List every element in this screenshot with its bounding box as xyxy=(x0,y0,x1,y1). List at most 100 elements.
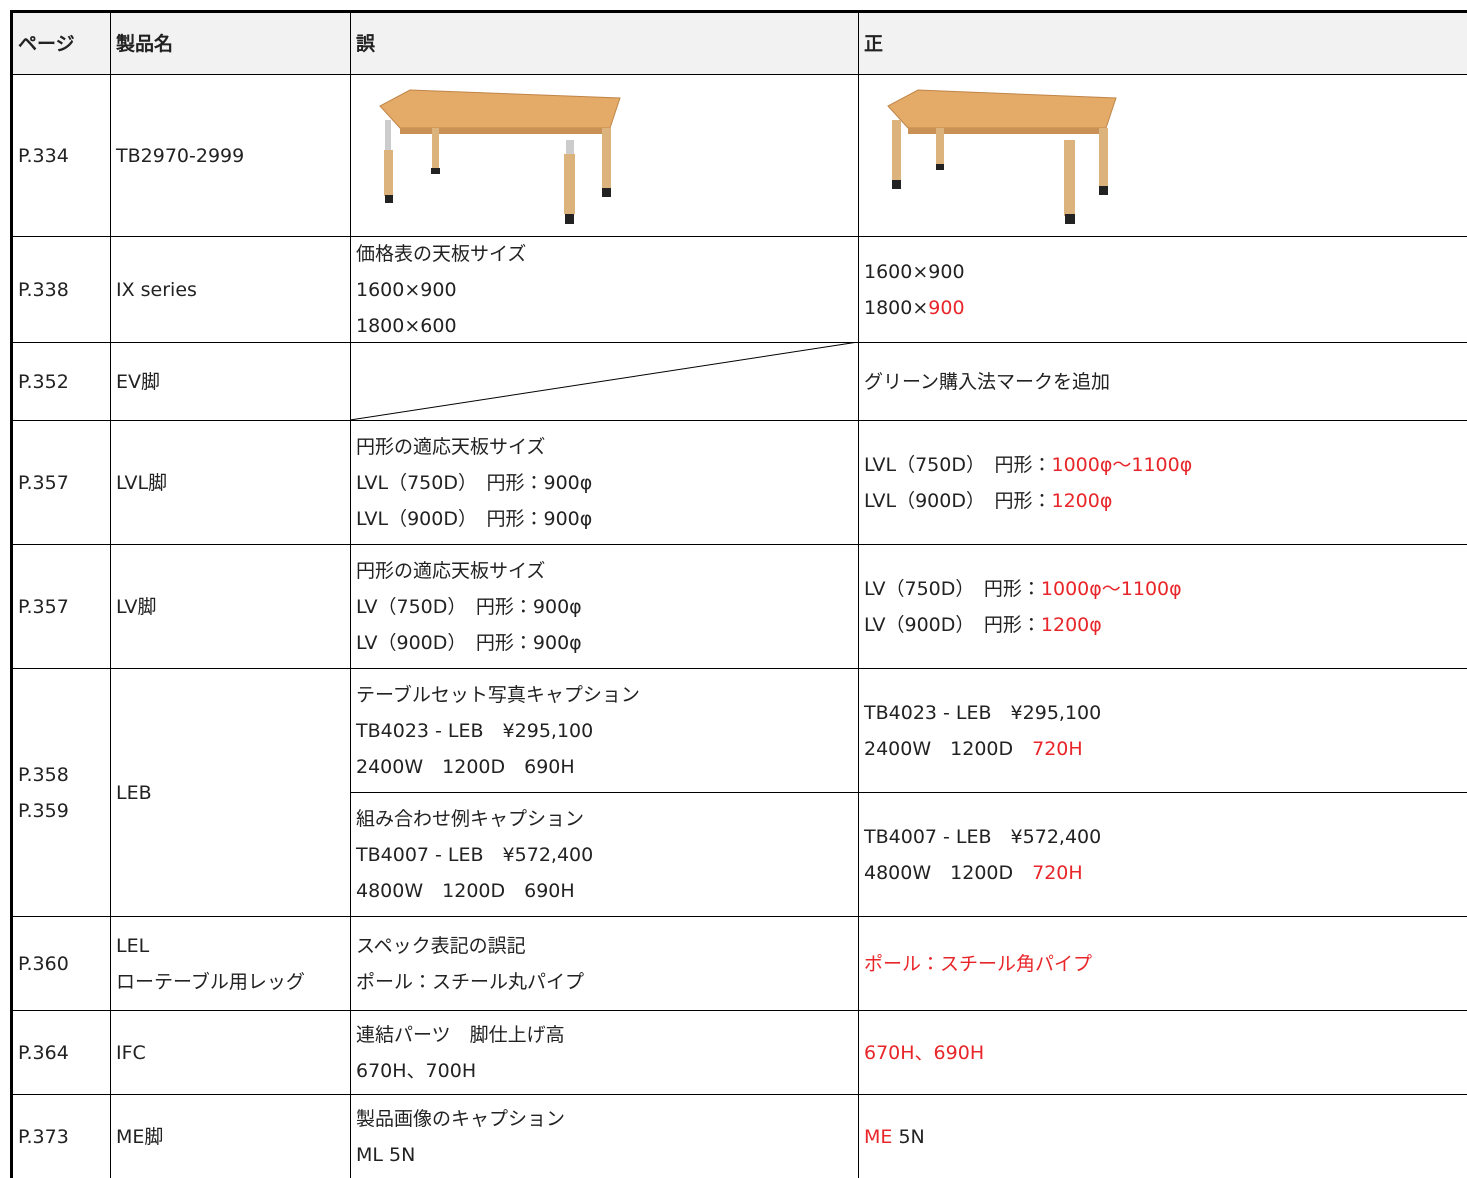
table-image-correct xyxy=(887,89,1117,224)
page-cell: P.358 P.359 xyxy=(10,668,110,916)
text-line: 4800W 1200D 720H xyxy=(864,855,1467,891)
text-run: ポール：スチール角パイプ xyxy=(864,952,1093,975)
text-line: 1800×900 xyxy=(864,290,1467,326)
text-line: TB4023 - LEB ¥295,100 xyxy=(864,695,1467,731)
text-run: ME xyxy=(864,1125,893,1148)
page-cell: P.334 xyxy=(10,74,110,236)
text-run: ML 5N xyxy=(356,1143,416,1166)
text-line: TB4007 - LEB ¥572,400 xyxy=(356,837,858,873)
text-run: LVL（750D） 円形： xyxy=(864,453,1052,476)
text-line: LEL xyxy=(116,934,150,957)
text-run: LV（900D） 円形： xyxy=(864,613,1041,636)
text-run: LV（750D） 円形： xyxy=(864,577,1041,600)
diagonal-slash xyxy=(350,342,858,420)
wrong-cell: 連結パーツ 脚仕上げ高 670H、700H xyxy=(350,1010,858,1094)
header-text: ページ xyxy=(18,32,75,55)
text-run: 670H、700H xyxy=(356,1059,477,1082)
text-line: P.373 xyxy=(18,1125,69,1148)
wrong-cell: 組み合わせ例キャプション TB4007 - LEB ¥572,400 4800W 1… xyxy=(350,792,858,916)
header-text: 誤 xyxy=(356,32,376,55)
text-line: 組み合わせ例キャプション xyxy=(356,801,858,837)
wrong-cell: テーブルセット写真キャプション TB4023 - LEB ¥295,100 2400… xyxy=(350,668,858,792)
text-line: 2400W 1200D 720H xyxy=(864,731,1467,767)
header-text: 正 xyxy=(864,32,884,55)
wrong-cell: 円形の適応天板サイズ LV（750D） 円形：900φ LV（900D） 円形：90… xyxy=(350,544,858,668)
correct-header: 正 xyxy=(858,10,1467,74)
text-line: LVL脚 xyxy=(116,471,168,494)
text-run: TB4007 - LEB ¥572,400 xyxy=(864,825,1102,848)
product-cell: ME脚 xyxy=(110,1094,350,1178)
correct-cell: 670H、690H xyxy=(858,1010,1467,1094)
text-line: ME脚 xyxy=(116,1125,164,1148)
text-run: TB4023 - LEB ¥295,100 xyxy=(356,719,594,742)
text-line: TB4007 - LEB ¥572,400 xyxy=(864,819,1467,855)
text-run: 連結パーツ 脚仕上げ高 xyxy=(356,1023,565,1046)
text-line: 円形の適応天板サイズ xyxy=(356,553,858,589)
text-line: 670H、700H xyxy=(356,1053,858,1089)
text-run: LV（750D） 円形：900φ xyxy=(356,595,582,618)
text-line: 1800×600 xyxy=(356,308,858,344)
correct-cell: 1600×900 1800×900 xyxy=(858,236,1467,342)
product-cell: TB2970-2999 xyxy=(110,74,350,236)
text-line: IX series xyxy=(116,278,197,301)
text-run: 1200φ xyxy=(1051,489,1113,512)
text-run: 670H、690H xyxy=(864,1041,985,1064)
text-run: 900 xyxy=(928,296,965,319)
text-line: ME 5N xyxy=(864,1119,1467,1155)
text-line: IFC xyxy=(116,1041,146,1064)
text-line: LV（750D） 円形：900φ xyxy=(356,589,858,625)
text-line: LVL（750D） 円形：900φ xyxy=(356,465,858,501)
text-line: ポール：スチール角パイプ xyxy=(864,946,1467,982)
wrong-cell xyxy=(350,74,858,236)
wrong-cell xyxy=(350,342,858,420)
text-run: 1000φ～1100φ xyxy=(1040,577,1182,600)
text-line: TB2970-2999 xyxy=(116,144,245,167)
page-cell: P.352 xyxy=(10,342,110,420)
correct-cell: TB4007 - LEB ¥572,400 4800W 1200D 720H xyxy=(858,792,1467,916)
correct-cell: LVL（750D） 円形：1000φ～1100φ LVL（900D） 円形：120… xyxy=(858,420,1467,544)
text-run: グリーン購入法マークを追加 xyxy=(864,370,1111,393)
text-run: 4800W 1200D xyxy=(864,861,1033,884)
text-line: LVL（900D） 円形：1200φ xyxy=(864,483,1467,519)
text-line: ポール：スチール丸パイプ xyxy=(356,964,858,1000)
text-line: 1600×900 xyxy=(864,254,1467,290)
text-line: P.357 xyxy=(18,595,69,618)
text-run: 円形の適応天板サイズ xyxy=(356,559,546,582)
text-run: 2400W 1200D 690H xyxy=(356,755,575,778)
text-line: 円形の適応天板サイズ xyxy=(356,429,858,465)
correct-cell xyxy=(858,74,1467,236)
text-line: LV脚 xyxy=(116,595,157,618)
text-line: LVL（750D） 円形：1000φ～1100φ xyxy=(864,447,1467,483)
text-line: ローテーブル用レッグ xyxy=(116,970,305,993)
text-run: 1800× xyxy=(864,296,929,319)
product-cell: EV脚 xyxy=(110,342,350,420)
text-line: LVL（900D） 円形：900φ xyxy=(356,501,858,537)
product-cell: LEB xyxy=(110,668,350,916)
page-cell: P.357 xyxy=(10,544,110,668)
text-run: 円形の適応天板サイズ xyxy=(356,435,546,458)
text-run: 1800×600 xyxy=(356,314,457,337)
correct-cell: グリーン購入法マークを追加 xyxy=(858,342,1467,420)
correct-cell: TB4023 - LEB ¥295,100 2400W 1200D 720H xyxy=(858,668,1467,792)
product-cell: LEL ローテーブル用レッグ xyxy=(110,916,350,1010)
text-line: P.357 xyxy=(18,471,69,494)
wrong-cell: 価格表の天板サイズ 1600×900 1800×600 xyxy=(350,236,858,342)
text-line: LV（900D） 円形：900φ xyxy=(356,625,858,661)
text-line: スペック表記の誤記 xyxy=(356,928,858,964)
text-run: 組み合わせ例キャプション xyxy=(356,807,585,830)
correct-cell: LV（750D） 円形：1000φ～1100φ LV（900D） 円形：1200φ xyxy=(858,544,1467,668)
text-line: P.364 xyxy=(18,1041,69,1064)
product-cell: LV脚 xyxy=(110,544,350,668)
text-line: P.360 xyxy=(18,952,69,975)
page-header: ページ xyxy=(10,10,110,74)
text-run: LVL（900D） 円形：900φ xyxy=(356,507,593,530)
text-run: 2400W 1200D xyxy=(864,737,1033,760)
page-cell: P.360 xyxy=(10,916,110,1010)
text-run: 4800W 1200D 690H xyxy=(356,879,575,902)
text-line: 製品画像のキャプション xyxy=(356,1101,858,1137)
page-cell: P.373 xyxy=(10,1094,110,1178)
correct-cell: ME 5N xyxy=(858,1094,1467,1178)
text-line: LEB xyxy=(116,781,152,804)
text-run: テーブルセット写真キャプション xyxy=(356,683,640,706)
